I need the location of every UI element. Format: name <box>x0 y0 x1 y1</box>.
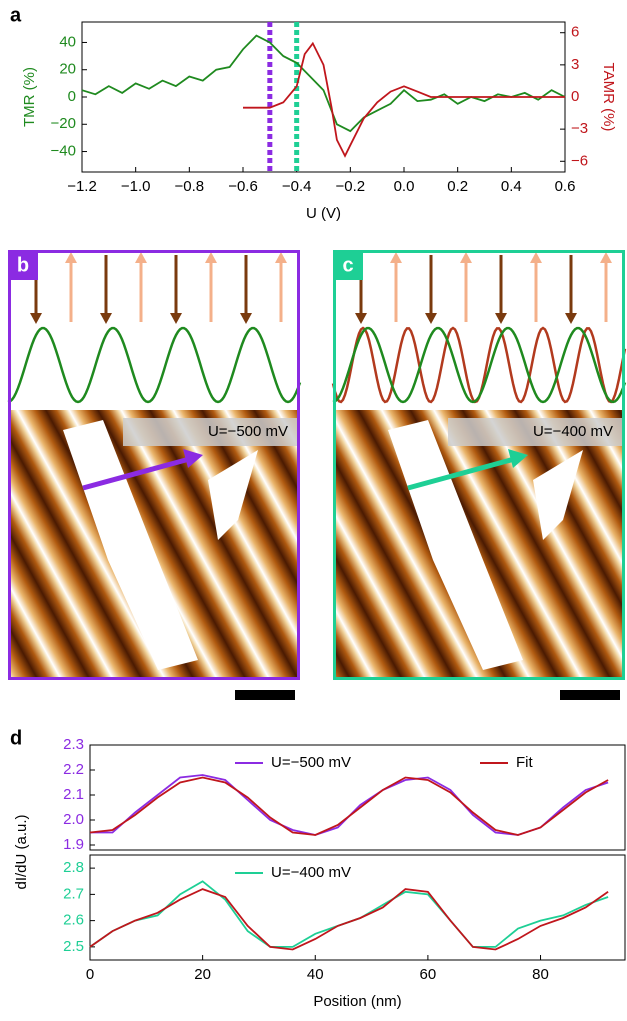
legend-label: U=−400 mV <box>271 864 351 881</box>
panel-label: b <box>17 254 29 276</box>
y-axis-label: TMR (%) <box>21 67 38 127</box>
x-tick-label: −0.8 <box>175 178 205 195</box>
spin-arrowhead <box>495 313 507 324</box>
y2-tick-label: 6 <box>571 24 579 41</box>
x-tick-label: 60 <box>420 966 437 983</box>
series-line <box>89 888 609 951</box>
spin-arrowhead <box>530 252 542 263</box>
label-box <box>8 250 38 280</box>
y-tick-label: 2.0 <box>63 811 84 828</box>
x-tick-label: 0.4 <box>501 178 522 195</box>
annotation: U=−400 mV <box>533 423 613 440</box>
y-axis-label: dI/dU (a.u.) <box>13 814 30 889</box>
x-axis-label: Position (nm) <box>313 993 401 1010</box>
white-domain <box>533 450 583 540</box>
y-tick-label: 2.6 <box>63 912 84 929</box>
y-tick-label: −20 <box>51 115 76 132</box>
stm-panel: U=−400 mV c <box>331 250 627 700</box>
annotation-box <box>448 418 625 446</box>
spin-arrowhead <box>355 313 367 324</box>
spin-arrowhead <box>30 313 42 324</box>
y-tick-label: 1.9 <box>63 836 84 853</box>
y-tick-label: −40 <box>51 143 76 160</box>
spin-arrowhead <box>205 252 217 263</box>
stm-panel: U=−500 mV b <box>7 250 302 700</box>
spin-arrowhead <box>65 252 77 263</box>
panel-label: a <box>10 4 22 26</box>
x-axis-label: U (V) <box>306 205 341 222</box>
white-domain <box>208 450 258 540</box>
y-tick-label: 2.7 <box>63 885 84 902</box>
x-tick-label: −0.2 <box>336 178 366 195</box>
y2-axis-label: TAMR (%) <box>600 63 617 132</box>
y-tick-label: 2.2 <box>63 761 84 778</box>
x-tick-label: 20 <box>194 966 211 983</box>
y-tick-label: 2.5 <box>63 938 84 955</box>
panel-frame <box>8 250 300 680</box>
arrow-head <box>508 449 528 468</box>
x-tick-label: −1.0 <box>121 178 151 195</box>
plot-frame <box>89 854 626 961</box>
panel-label: c <box>342 254 353 276</box>
x-tick-label: −0.4 <box>282 178 312 195</box>
panel-label: d <box>10 727 22 749</box>
spin-wave <box>332 326 627 404</box>
x-tick-label: 40 <box>307 966 324 983</box>
x-tick-label: −1.2 <box>67 178 97 195</box>
spin-wave <box>7 326 302 404</box>
scale-bar <box>235 690 295 700</box>
spin-arrowhead <box>100 313 112 324</box>
y-tick-label: 2.8 <box>63 859 84 876</box>
y-tick-label: 0 <box>68 88 76 105</box>
arrow-head <box>183 449 203 468</box>
y2-tick-label: −3 <box>571 120 588 137</box>
spin-arrowhead <box>240 313 252 324</box>
direction-arrow <box>82 455 194 491</box>
spin-arrowhead <box>135 252 147 263</box>
spin-arrowhead <box>275 252 287 263</box>
x-tick-label: 0.6 <box>555 178 576 195</box>
y-tick-label: 2.1 <box>63 786 84 803</box>
spin-arrowhead <box>460 252 472 263</box>
x-tick-label: −0.6 <box>228 178 258 195</box>
spin-arrowhead <box>565 313 577 324</box>
spin-arrowhead <box>600 252 612 263</box>
y-tick-label: 2.3 <box>63 736 84 753</box>
legend-label: U=−500 mV <box>271 754 351 771</box>
panel-frame <box>333 250 625 680</box>
label-box <box>333 250 363 280</box>
series-line <box>81 34 566 133</box>
annotation: U=−500 mV <box>208 423 288 440</box>
scale-bar <box>560 690 620 700</box>
series-line <box>90 774 609 836</box>
spin-arrowhead <box>390 252 402 263</box>
series-line <box>243 41 565 158</box>
spin-arrowhead <box>170 313 182 324</box>
plot-frame <box>89 744 626 851</box>
y-tick-label: 20 <box>59 61 76 78</box>
x-tick-label: 0.2 <box>447 178 468 195</box>
direction-arrow <box>407 455 519 491</box>
legend-label: Fit <box>516 754 533 771</box>
x-tick-label: 80 <box>532 966 549 983</box>
y2-tick-label: −6 <box>571 152 588 169</box>
series-line <box>89 776 609 836</box>
series-line <box>89 880 609 948</box>
y-tick-label: 40 <box>59 33 76 50</box>
y2-tick-label: 0 <box>571 88 579 105</box>
spin-arrowhead <box>425 313 437 324</box>
annotation-box <box>123 418 300 446</box>
x-tick-label: 0.0 <box>394 178 415 195</box>
y2-tick-label: 3 <box>571 56 579 73</box>
x-tick-label: 0 <box>86 966 94 983</box>
